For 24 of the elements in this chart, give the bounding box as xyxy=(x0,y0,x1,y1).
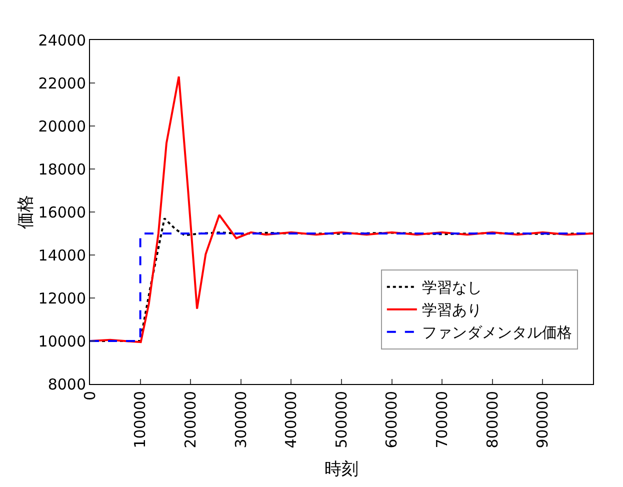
y-axis-title: 価格 xyxy=(16,195,36,229)
y-tick-label: 24000 xyxy=(38,31,86,50)
x-tick-label: 300000 xyxy=(232,391,250,448)
y-tick-label: 14000 xyxy=(38,246,86,264)
y-tick-label: 20000 xyxy=(38,117,86,136)
legend-label: ファンダメンタル価格 xyxy=(422,324,572,342)
x-tick-label: 200000 xyxy=(181,391,200,448)
y-tick-label: 22000 xyxy=(38,74,86,92)
x-tick-label: 400000 xyxy=(282,391,300,448)
legend-label: 学習あり xyxy=(422,301,482,320)
legend-label: 学習なし xyxy=(422,278,482,297)
y-tick-label: 8000 xyxy=(48,375,86,394)
x-tick-label: 0 xyxy=(80,391,99,401)
y-tick-label: 18000 xyxy=(38,160,86,178)
x-tick-label: 900000 xyxy=(534,391,552,448)
x-tick-label: 700000 xyxy=(432,391,451,448)
x-tick-label: 600000 xyxy=(382,391,401,448)
x-tick-label: 100000 xyxy=(131,391,150,448)
y-tick-label: 12000 xyxy=(38,289,86,308)
x-axis-title: 時刻 xyxy=(324,460,358,480)
y-tick-label: 10000 xyxy=(38,332,86,350)
x-tick-label: 500000 xyxy=(332,391,350,448)
x-tick-label: 800000 xyxy=(483,391,502,448)
y-tick-label: 16000 xyxy=(38,203,86,222)
